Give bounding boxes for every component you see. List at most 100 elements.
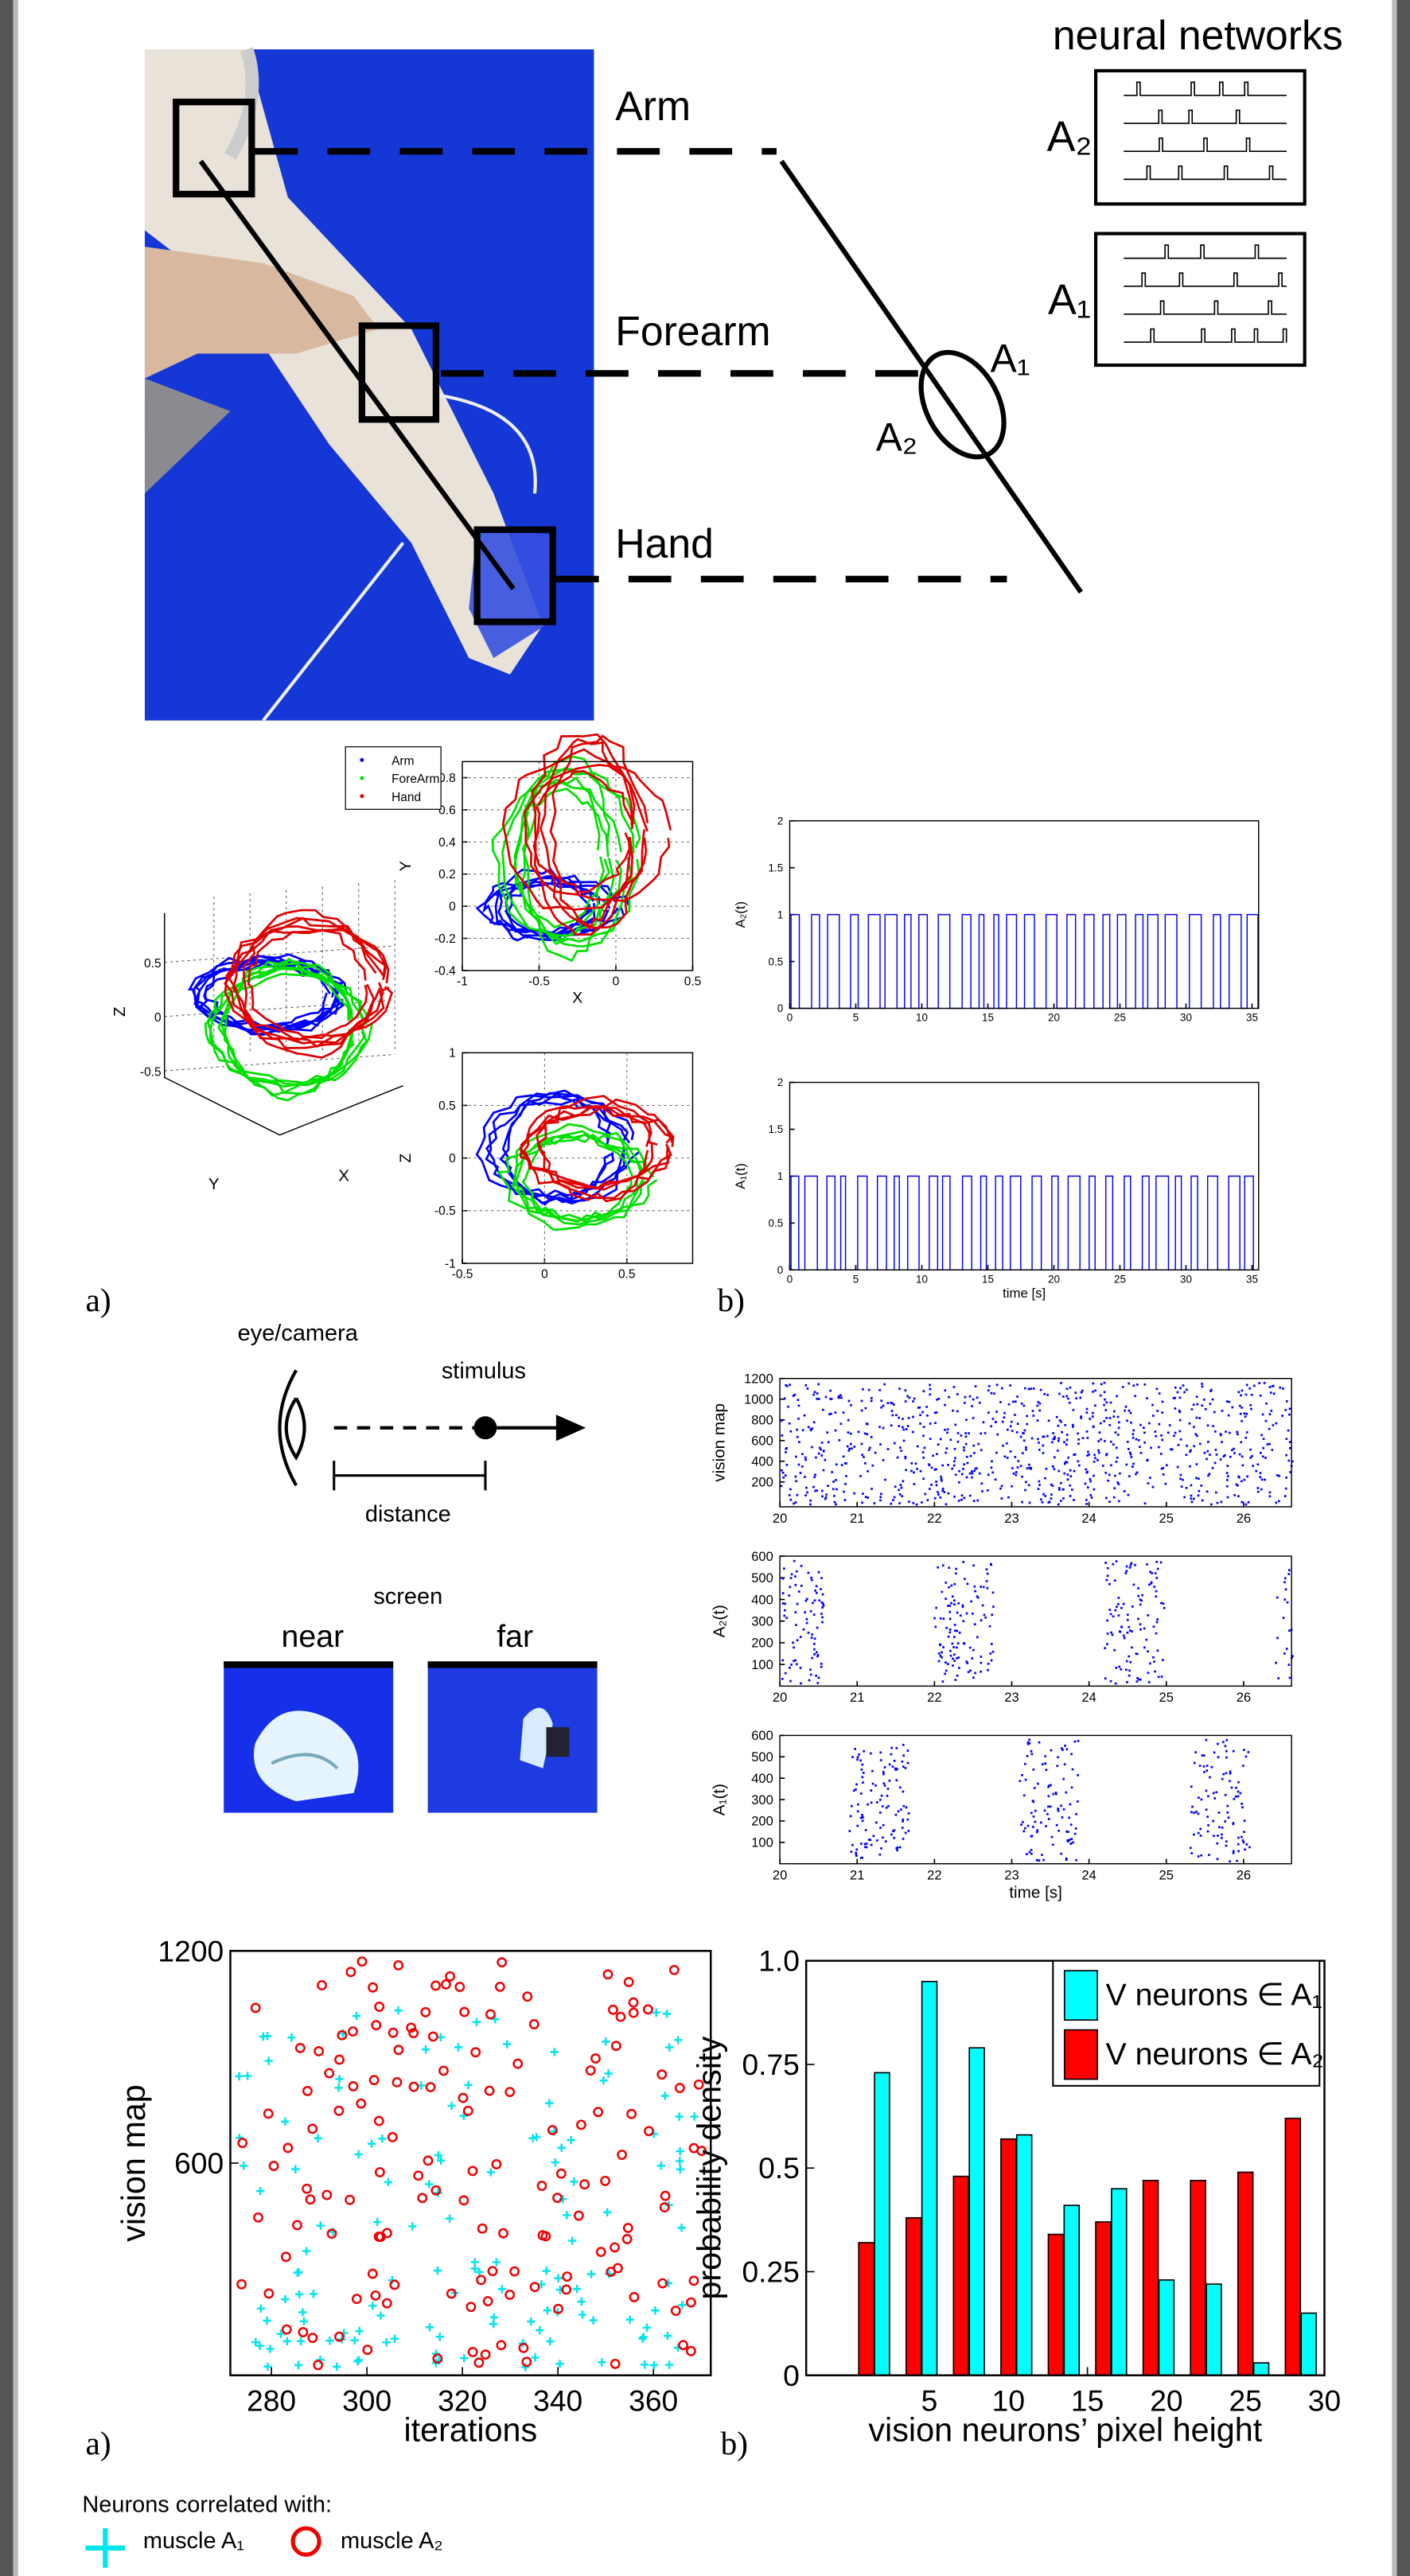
spike-dot	[1037, 1438, 1039, 1441]
spike-dot	[942, 1488, 945, 1490]
spike-dot	[1143, 1432, 1146, 1434]
spike-dot	[1147, 1614, 1149, 1617]
spike-dot	[1237, 1796, 1240, 1798]
spike-dot	[966, 1613, 968, 1615]
y-tick-label: 0.4	[438, 836, 456, 850]
marker-circle	[368, 2270, 376, 2278]
spike-dot	[1113, 1649, 1116, 1652]
spike-dot	[1055, 1792, 1058, 1794]
y-tick-label: 400	[751, 1454, 773, 1469]
spike-dot	[972, 1564, 975, 1566]
spike-dot	[1052, 1438, 1054, 1441]
spike-dot	[1150, 1447, 1152, 1449]
spike-dot	[800, 1472, 802, 1474]
marker-plus	[436, 2333, 444, 2341]
marker-circle	[254, 2213, 262, 2221]
spike-dot	[1233, 1452, 1236, 1454]
marker-plus	[384, 2178, 392, 2186]
spike-dot	[1094, 1457, 1096, 1459]
spike-dot	[1207, 1474, 1209, 1477]
marker-circle	[591, 2054, 599, 2062]
spike-dot	[1062, 1395, 1065, 1398]
spike-dot	[958, 1667, 960, 1669]
marker-circle	[358, 1957, 366, 1965]
spike-dot	[1248, 1846, 1251, 1849]
spike-dot	[1265, 1420, 1268, 1422]
bar	[1238, 2172, 1253, 2375]
spike-dot	[1128, 1675, 1131, 1677]
spike-dot	[857, 1756, 859, 1758]
x-tick-label: 0	[613, 975, 620, 989]
spike-dot	[1112, 1563, 1115, 1566]
spike-dot	[995, 1478, 997, 1481]
marker-plus	[578, 2298, 586, 2306]
spike-dot	[781, 1469, 783, 1472]
marker-circle	[475, 2359, 483, 2367]
spike-dot	[1086, 1471, 1089, 1473]
spike-dot	[1069, 1485, 1071, 1487]
spike-dot	[1011, 1421, 1013, 1423]
spike-dot	[923, 1390, 925, 1392]
marker-plus	[355, 2356, 363, 2364]
spike-dot	[1042, 1763, 1044, 1765]
marker-circle	[429, 2033, 437, 2041]
spike-dot	[800, 1667, 802, 1669]
spike-dot	[826, 1431, 828, 1434]
spike-dot	[920, 1470, 922, 1473]
spike-dot	[1074, 1391, 1077, 1394]
marker-circle	[459, 2094, 467, 2102]
spike-dot	[1241, 1464, 1244, 1466]
spike-dot	[1198, 1832, 1200, 1835]
spike-dot	[1269, 1413, 1272, 1415]
spike-dot	[916, 1504, 918, 1506]
spike-dot	[786, 1464, 789, 1466]
spike-dot	[791, 1574, 793, 1576]
spike-dot	[1038, 1859, 1040, 1862]
spike-dot	[948, 1632, 951, 1634]
stimulus-dot	[473, 1416, 497, 1439]
spike-dot	[1225, 1745, 1227, 1747]
spike-dot	[1289, 1677, 1291, 1679]
marker-circle	[352, 2295, 360, 2303]
spike-dot	[1217, 1858, 1219, 1860]
bar	[1064, 2205, 1079, 2376]
legend-marker	[360, 758, 364, 762]
spike-dot	[789, 1680, 792, 1683]
x-tick-label: 0.5	[618, 1268, 636, 1282]
spike-dot	[824, 1459, 826, 1461]
spike-dot	[973, 1586, 976, 1588]
spike-dot	[948, 1636, 950, 1638]
spike-dot	[891, 1402, 894, 1404]
marker-plus	[603, 2208, 611, 2216]
spike-dot	[1236, 1860, 1238, 1862]
marker-circle	[357, 2099, 365, 2107]
x-tick-label: 15	[982, 1273, 994, 1285]
spike-dot	[948, 1611, 951, 1613]
spike-dot	[789, 1499, 792, 1501]
spike-dot	[1108, 1609, 1111, 1611]
spike-dot	[818, 1398, 820, 1400]
y-tick-label: 1.0	[758, 1944, 800, 1978]
legend-title: Neurons correlated with:	[82, 2492, 332, 2517]
marker-plus	[665, 2043, 673, 2051]
spike-dot	[1015, 1456, 1017, 1458]
spike-dot	[859, 1475, 862, 1477]
spike-dot	[825, 1496, 828, 1499]
spike-dot	[935, 1607, 937, 1609]
spike-dot	[1046, 1769, 1048, 1771]
marker-circle	[372, 2291, 380, 2299]
spike-dot	[1107, 1480, 1109, 1482]
spike-dot	[922, 1457, 925, 1459]
spike-dot	[976, 1636, 979, 1639]
spike-dot	[908, 1812, 910, 1815]
spike-dot	[1010, 1450, 1012, 1453]
marker-circle	[658, 2070, 666, 2078]
y-tick-label: 1	[777, 909, 783, 920]
x-tick-label: 24	[1081, 1868, 1096, 1883]
spike-dot	[1156, 1618, 1159, 1621]
spike-dot	[1028, 1739, 1030, 1741]
spike-dot	[781, 1660, 784, 1662]
spike-dot	[952, 1595, 954, 1597]
spike-dot	[1081, 1390, 1084, 1392]
spike-dot	[887, 1448, 890, 1450]
